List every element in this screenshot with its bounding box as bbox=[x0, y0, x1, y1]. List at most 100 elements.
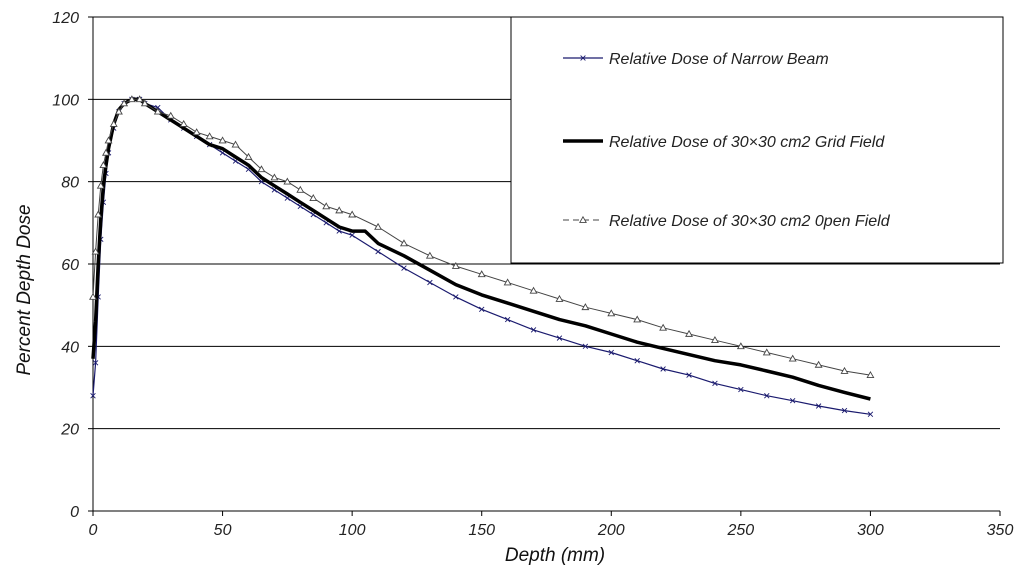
data-point bbox=[205, 132, 214, 140]
x-tick-label: 300 bbox=[857, 522, 884, 539]
data-point bbox=[348, 210, 357, 218]
data-point bbox=[94, 210, 103, 218]
data-point bbox=[140, 99, 149, 107]
data-point bbox=[815, 403, 822, 409]
x-tick-label: 150 bbox=[468, 522, 495, 539]
data-point bbox=[153, 107, 162, 115]
series-line bbox=[91, 97, 871, 401]
data-point bbox=[581, 303, 590, 311]
data-point bbox=[96, 181, 105, 189]
data-point bbox=[166, 111, 175, 119]
data-point bbox=[192, 128, 201, 136]
series-2 bbox=[91, 97, 871, 401]
data-point bbox=[270, 173, 279, 181]
data-point bbox=[607, 309, 616, 317]
data-point bbox=[530, 327, 537, 333]
data-point bbox=[336, 228, 342, 234]
series-3 bbox=[89, 95, 875, 378]
data-point bbox=[244, 152, 253, 160]
legend-item-3: Relative Dose of 30×30 cm2 0pen Field bbox=[563, 213, 891, 230]
data-point bbox=[866, 371, 875, 378]
legend-label: Relative Dose of 30×30 cm2 0pen Field bbox=[609, 213, 891, 230]
data-point bbox=[399, 239, 408, 247]
data-point bbox=[322, 202, 331, 210]
data-point bbox=[401, 265, 407, 271]
data-point bbox=[634, 358, 640, 364]
data-point bbox=[90, 393, 96, 399]
data-point bbox=[120, 99, 129, 107]
data-point bbox=[633, 315, 642, 323]
x-tick-label: 100 bbox=[339, 522, 366, 539]
x-tick-label: 350 bbox=[987, 522, 1014, 539]
x-tick-label: 250 bbox=[727, 522, 755, 539]
data-point bbox=[283, 177, 292, 185]
data-point bbox=[114, 107, 123, 115]
y-tick-label: 80 bbox=[61, 175, 79, 192]
data-point bbox=[257, 165, 266, 173]
y-tick-label: 0 bbox=[70, 504, 79, 521]
data-point bbox=[427, 279, 433, 286]
data-point bbox=[841, 407, 848, 414]
data-point bbox=[529, 286, 538, 294]
x-tick-label: 0 bbox=[89, 522, 98, 539]
data-point bbox=[92, 360, 99, 366]
data-point bbox=[135, 95, 144, 103]
data-point bbox=[762, 348, 771, 356]
data-point bbox=[659, 323, 668, 331]
legend: Relative Dose of Narrow Beam Relative Dos… bbox=[510, 16, 1004, 264]
series-layer bbox=[89, 95, 875, 417]
legend-item-1: Relative Dose of Narrow Beam bbox=[563, 51, 829, 68]
data-point bbox=[685, 329, 694, 337]
data-point bbox=[99, 161, 108, 169]
data-point bbox=[453, 294, 459, 300]
x-axis-title: Depth (mm) bbox=[505, 545, 605, 566]
data-point bbox=[374, 222, 383, 230]
legend-marker bbox=[579, 215, 587, 223]
y-tick-label: 60 bbox=[61, 257, 79, 274]
data-point bbox=[375, 248, 381, 255]
data-point bbox=[179, 119, 188, 127]
x-tick-label: 50 bbox=[214, 522, 232, 539]
data-point bbox=[296, 185, 305, 193]
data-point bbox=[503, 278, 512, 286]
data-point bbox=[712, 380, 718, 387]
data-point bbox=[101, 148, 110, 156]
data-point bbox=[814, 360, 823, 368]
data-point bbox=[504, 316, 511, 323]
legend-label: Relative Dose of Narrow Beam bbox=[609, 51, 829, 68]
y-tick-label: 40 bbox=[61, 339, 79, 356]
data-point bbox=[89, 292, 97, 300]
x-tick-label: 200 bbox=[597, 522, 625, 539]
data-point bbox=[660, 366, 666, 372]
y-tick-label: 20 bbox=[60, 422, 79, 439]
data-point bbox=[840, 366, 849, 374]
data-point bbox=[231, 140, 240, 148]
y-axis-title: Percent Depth Dose bbox=[14, 204, 35, 375]
data-point bbox=[686, 372, 692, 378]
data-point bbox=[789, 397, 796, 404]
data-point bbox=[738, 386, 744, 393]
legend-item-2: Relative Dose of 30×30 cm2 Grid Field bbox=[563, 134, 885, 151]
data-point bbox=[764, 393, 770, 399]
data-point bbox=[425, 251, 434, 259]
legend-label: Relative Dose of 30×30 cm2 Grid Field bbox=[609, 134, 885, 151]
data-point bbox=[478, 306, 485, 313]
y-tick-label: 120 bbox=[52, 10, 79, 27]
data-point bbox=[710, 336, 719, 344]
data-point bbox=[104, 136, 113, 144]
data-point bbox=[127, 95, 136, 103]
x-axis-ticks: 0 50 100 150 200 250 300 350 bbox=[89, 511, 1014, 539]
data-point bbox=[582, 343, 589, 350]
data-point bbox=[91, 247, 100, 255]
data-point bbox=[788, 354, 797, 362]
data-point bbox=[109, 119, 118, 127]
data-point bbox=[477, 270, 486, 278]
data-point bbox=[218, 136, 227, 144]
data-point bbox=[451, 261, 460, 269]
legend-marker bbox=[580, 55, 586, 61]
data-point bbox=[736, 342, 745, 350]
data-point bbox=[867, 411, 874, 417]
data-point bbox=[349, 232, 355, 238]
data-point bbox=[555, 294, 564, 302]
